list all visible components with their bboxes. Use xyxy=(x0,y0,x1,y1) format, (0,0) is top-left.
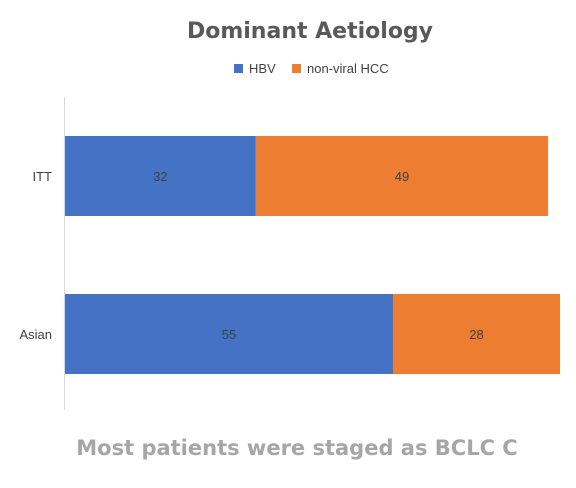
data-labels: 32 49 55 28 xyxy=(153,169,484,342)
legend-swatch-hbv xyxy=(234,64,243,73)
category-tick-labels: ITT Asian xyxy=(19,169,52,342)
bar-asian-non-viral-hcc xyxy=(393,294,560,374)
data-label-itt-non-viral-hcc: 49 xyxy=(395,169,409,184)
data-label-itt-hbv: 32 xyxy=(153,169,167,184)
bar-itt-non-viral-hcc xyxy=(255,136,549,216)
legend-swatch-non-viral-hcc xyxy=(292,64,301,73)
tick-label-asian: Asian xyxy=(19,327,52,342)
data-label-asian-non-viral-hcc: 28 xyxy=(469,327,483,342)
legend-label-hbv: HBV xyxy=(249,61,276,76)
caption-text: Most patients were staged as BCLC C xyxy=(76,436,517,460)
bars xyxy=(65,136,560,374)
tick-label-itt: ITT xyxy=(33,169,53,184)
legend-label-non-viral-hcc: non-viral HCC xyxy=(307,61,389,76)
bar-itt-hbv xyxy=(65,136,256,216)
bar-asian-hbv xyxy=(65,294,394,374)
legend: HBV non-viral HCC xyxy=(234,61,389,76)
data-label-asian-hbv: 55 xyxy=(222,327,236,342)
chart-title: Dominant Aetiology xyxy=(187,19,433,44)
